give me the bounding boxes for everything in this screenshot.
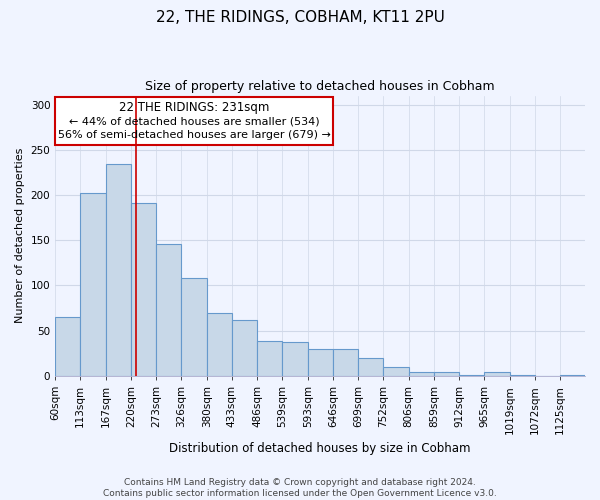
- Bar: [308, 349, 333, 376]
- Bar: [131, 203, 156, 376]
- FancyBboxPatch shape: [55, 98, 333, 146]
- Bar: [181, 278, 207, 376]
- Bar: [509, 375, 535, 376]
- Text: 56% of semi-detached houses are larger (679) →: 56% of semi-detached houses are larger (…: [58, 130, 331, 140]
- Bar: [80, 193, 106, 376]
- Bar: [106, 164, 131, 376]
- Bar: [560, 375, 585, 376]
- Text: ← 44% of detached houses are smaller (534): ← 44% of detached houses are smaller (53…: [69, 116, 319, 126]
- Bar: [409, 372, 434, 376]
- Title: Size of property relative to detached houses in Cobham: Size of property relative to detached ho…: [145, 80, 495, 93]
- Bar: [156, 244, 181, 376]
- Bar: [358, 358, 383, 376]
- Text: 22, THE RIDINGS, COBHAM, KT11 2PU: 22, THE RIDINGS, COBHAM, KT11 2PU: [155, 10, 445, 25]
- Text: 22 THE RIDINGS: 231sqm: 22 THE RIDINGS: 231sqm: [119, 102, 269, 114]
- Bar: [434, 372, 459, 376]
- Bar: [383, 367, 409, 376]
- Bar: [257, 340, 282, 376]
- Bar: [484, 372, 509, 376]
- Bar: [282, 342, 308, 376]
- Y-axis label: Number of detached properties: Number of detached properties: [15, 148, 25, 324]
- Bar: [55, 317, 80, 376]
- X-axis label: Distribution of detached houses by size in Cobham: Distribution of detached houses by size …: [169, 442, 471, 455]
- Text: Contains HM Land Registry data © Crown copyright and database right 2024.
Contai: Contains HM Land Registry data © Crown c…: [103, 478, 497, 498]
- Bar: [207, 312, 232, 376]
- Bar: [333, 349, 358, 376]
- Bar: [232, 320, 257, 376]
- Bar: [459, 375, 484, 376]
